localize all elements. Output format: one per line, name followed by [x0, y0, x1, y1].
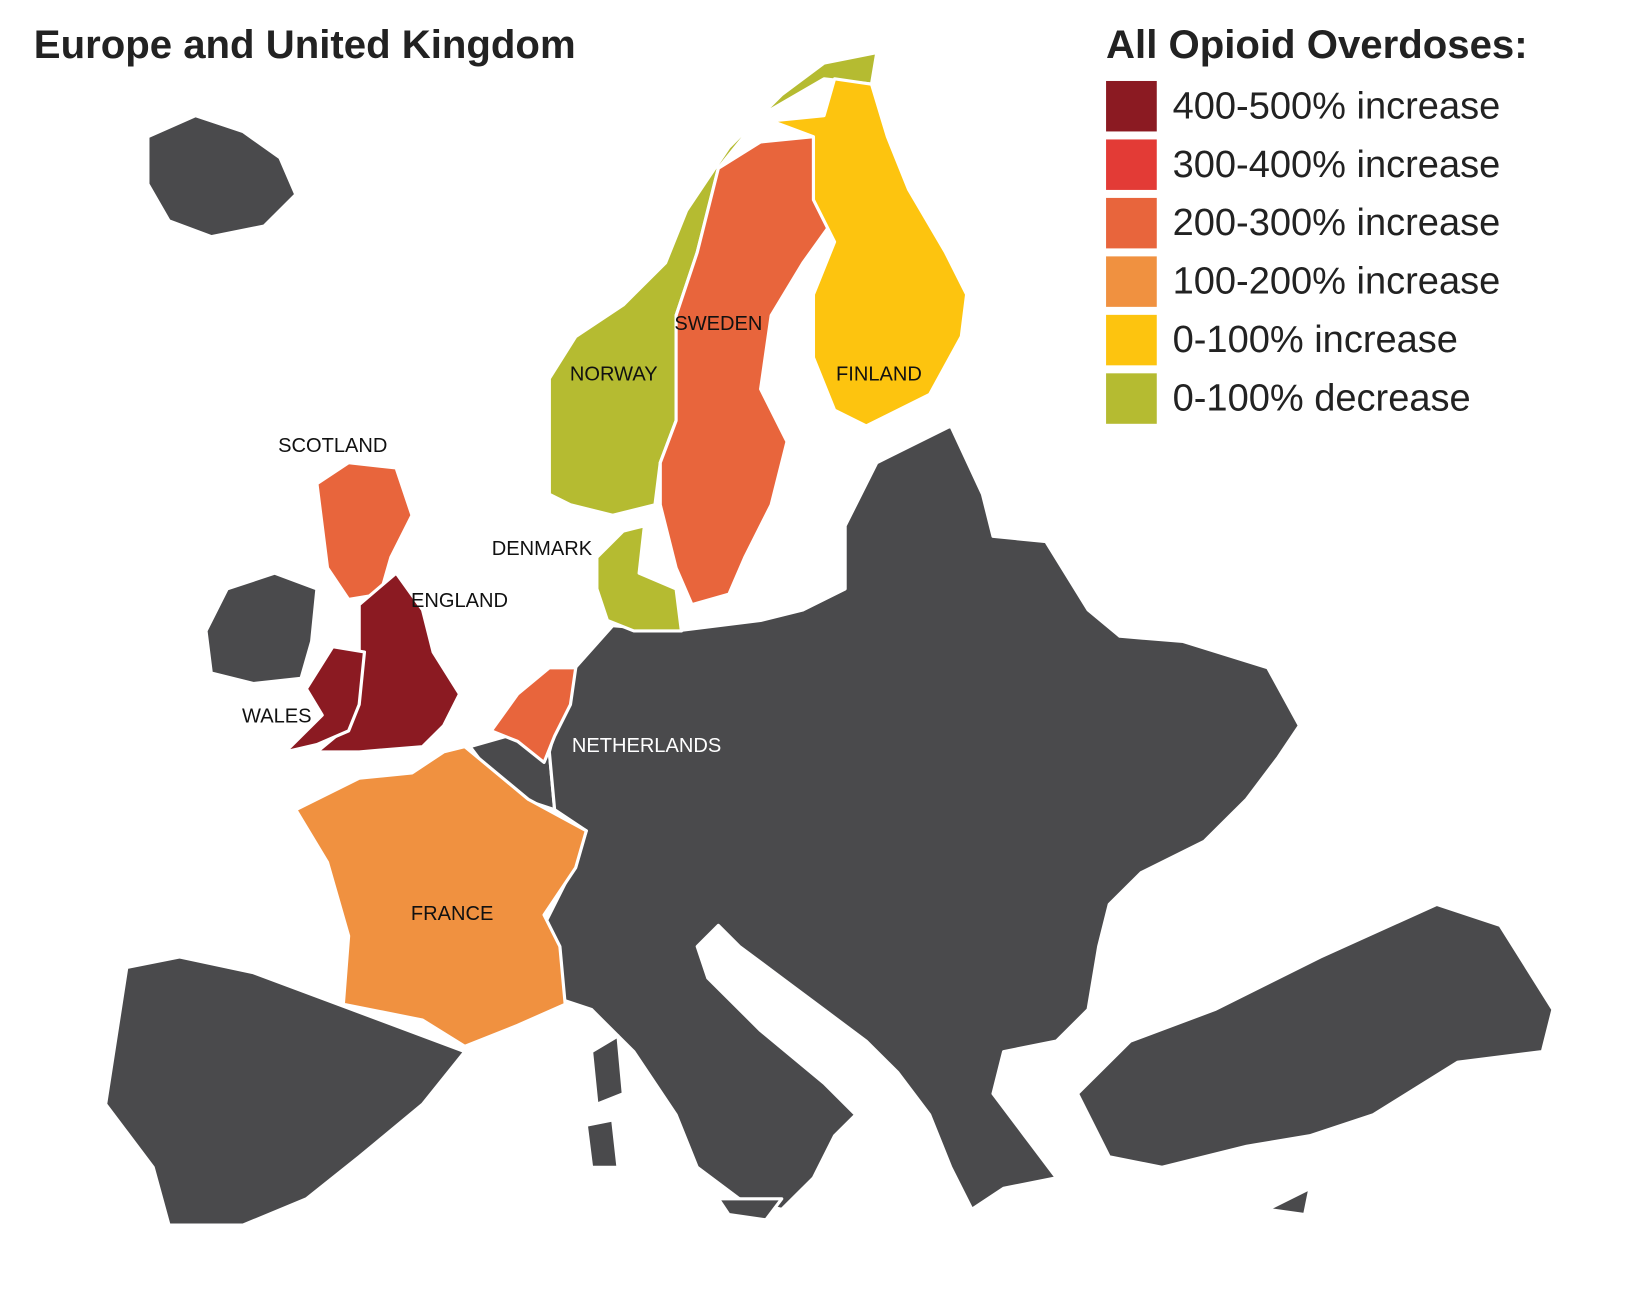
legend-title: All Opioid Overdoses: [1106, 23, 1528, 67]
region-label: ENGLAND [411, 590, 508, 612]
region-shape [283, 645, 367, 754]
regions: SCOTLAND ENGLAND WALES DENMARK NETHERLAN… [242, 51, 969, 1048]
region-shape [315, 461, 414, 601]
legend-swatch [1106, 80, 1157, 132]
region: DENMARK [492, 524, 683, 633]
region-shape [769, 77, 969, 428]
region-label: NETHERLANDS [572, 735, 721, 757]
region-label: SCOTLAND [278, 435, 387, 457]
legend-label: 300-400% increase [1173, 144, 1501, 186]
region-label: WALES [242, 706, 312, 728]
legend-swatch [1106, 373, 1157, 424]
legend-swatch [1106, 314, 1157, 366]
region: SWEDEN [658, 135, 831, 607]
region: FINLAND [769, 77, 969, 428]
region-shape [489, 666, 578, 764]
region: WALES [242, 645, 367, 754]
region: FRANCE [294, 745, 588, 1048]
region: SCOTLAND [278, 435, 414, 601]
other-countries [104, 114, 1555, 1227]
legend-label: 200-300% increase [1173, 202, 1501, 244]
legend-swatch [1106, 197, 1157, 249]
region-label: FINLAND [836, 364, 922, 386]
region-label: NORWAY [570, 364, 658, 386]
legend-swatch [1106, 139, 1157, 190]
region-shape [658, 135, 831, 607]
legend-label: 0-100% increase [1173, 319, 1458, 361]
legend-label: 100-200% increase [1173, 261, 1501, 303]
legend-label: 400-500% increase [1173, 85, 1501, 127]
region-shape [294, 745, 588, 1048]
region-label: FRANCE [411, 903, 493, 925]
region-label: SWEDEN [674, 313, 762, 335]
region: NETHERLANDS [489, 666, 721, 764]
legend-label: 0-100% decrease [1173, 378, 1471, 420]
legend-swatch [1106, 256, 1157, 307]
region-shape [595, 524, 683, 633]
legend: 400-500% increase 300-400% increase 200-30… [1106, 80, 1501, 424]
map-title: Europe and United Kingdom [34, 23, 576, 67]
region-label: DENMARK [492, 538, 593, 560]
